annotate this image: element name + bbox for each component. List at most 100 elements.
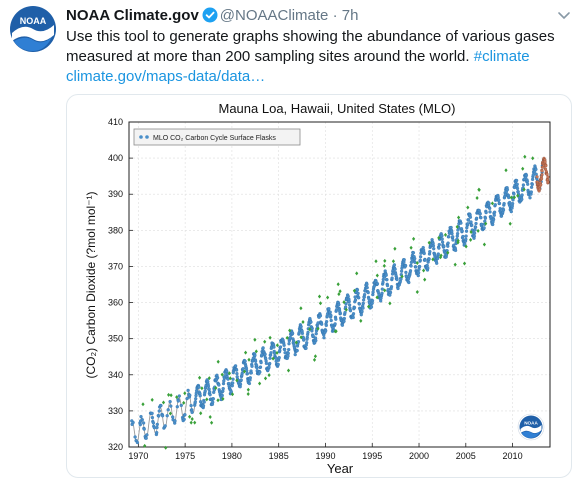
data-point [472, 234, 476, 238]
preliminary-point [546, 180, 550, 184]
data-point [189, 403, 193, 408]
data-point [201, 404, 206, 408]
outlier-point [375, 273, 379, 278]
outlier-point [383, 258, 387, 263]
data-point [484, 210, 488, 215]
data-point [437, 246, 441, 250]
data-point [483, 216, 488, 220]
data-point [141, 421, 146, 425]
data-point [409, 264, 413, 268]
y-tick-label: 400 [108, 153, 123, 163]
data-point [482, 226, 486, 230]
data-point [193, 400, 197, 404]
data-point [207, 387, 211, 391]
data-point [365, 285, 369, 290]
data-point [510, 201, 515, 206]
x-tick-label: 1980 [222, 451, 242, 461]
data-point [322, 336, 326, 340]
data-point [276, 362, 280, 367]
data-point [274, 356, 278, 360]
outlier-point [318, 301, 323, 306]
outlier-point [227, 371, 231, 376]
data-point [432, 247, 436, 251]
outlier-point [359, 318, 363, 323]
outlier-point [400, 274, 404, 279]
x-axis-label: Year [327, 461, 354, 476]
outlier-point [516, 193, 520, 198]
outlier-point [443, 232, 448, 237]
author-handle[interactable]: @NOAAClimate [219, 7, 329, 24]
outlier-point [253, 337, 257, 342]
data-point [272, 351, 277, 355]
outlier-point [189, 420, 193, 425]
data-point [480, 222, 484, 227]
y-axis-ticks: 320 330 340 350 360 370 380 390 400 410 [108, 117, 133, 452]
data-point [234, 368, 239, 372]
data-point [259, 360, 263, 365]
data-point [413, 256, 417, 261]
data-point [408, 269, 413, 273]
data-point [287, 342, 291, 346]
data-point [414, 265, 418, 269]
data-point [404, 270, 408, 275]
hashtag-link[interactable]: #climate [473, 48, 530, 65]
outlier-point [286, 368, 291, 373]
data-point [491, 222, 495, 227]
data-point [327, 307, 331, 311]
data-point [169, 404, 173, 408]
data-point [413, 260, 417, 265]
data-point [140, 418, 144, 422]
data-point [247, 381, 252, 386]
data-point [269, 351, 273, 355]
data-point [450, 231, 454, 236]
preliminary-point [540, 173, 544, 177]
data-point [524, 173, 529, 178]
data-point [277, 355, 281, 360]
data-point [389, 285, 394, 289]
data-point [381, 277, 385, 282]
data-point [215, 376, 220, 380]
data-point [470, 223, 474, 227]
data-point [309, 320, 313, 324]
data-point [300, 331, 305, 336]
avatar[interactable]: NOAA [9, 5, 57, 53]
data-point [512, 192, 516, 196]
data-point [343, 305, 348, 309]
data-point [390, 276, 394, 280]
data-point [291, 339, 296, 343]
data-point [324, 323, 328, 328]
data-point [160, 414, 165, 418]
chevron-down-icon[interactable] [557, 8, 571, 26]
tweet-timestamp[interactable]: 7h [341, 7, 359, 24]
outlier-point [338, 289, 342, 294]
data-point [185, 396, 189, 401]
outlier-point [439, 253, 443, 258]
data-point [249, 371, 253, 375]
data-point [258, 370, 262, 374]
data-point [211, 400, 215, 404]
outlier-point [183, 391, 187, 396]
data-point [447, 235, 451, 239]
data-point [488, 206, 492, 211]
data-point [396, 286, 400, 291]
outlier-point [482, 242, 486, 247]
outlier-point [391, 259, 395, 264]
outlier-point [150, 397, 154, 402]
data-point [173, 419, 177, 423]
data-point [530, 177, 535, 182]
chart-card[interactable]: Mauna Loa, Hawaii, United States (MLO) 3… [66, 94, 572, 478]
legend-marker [145, 135, 149, 139]
preliminary-point [538, 187, 542, 191]
data-point [428, 249, 432, 254]
outlier-point [431, 257, 435, 262]
url-link[interactable]: climate.gov/maps-data/data… [66, 68, 266, 85]
data-point [521, 183, 526, 187]
y-tick-label: 380 [108, 225, 123, 235]
data-point [268, 361, 272, 366]
data-point [492, 210, 497, 214]
x-axis-ticks: 1970 1975 1980 1985 1990 1995 2000 2005 2010 [128, 443, 523, 461]
data-point [314, 338, 318, 343]
data-point [166, 408, 170, 412]
author-name[interactable]: NOAA Climate.gov [66, 7, 199, 24]
y-tick-label: 330 [108, 406, 123, 416]
